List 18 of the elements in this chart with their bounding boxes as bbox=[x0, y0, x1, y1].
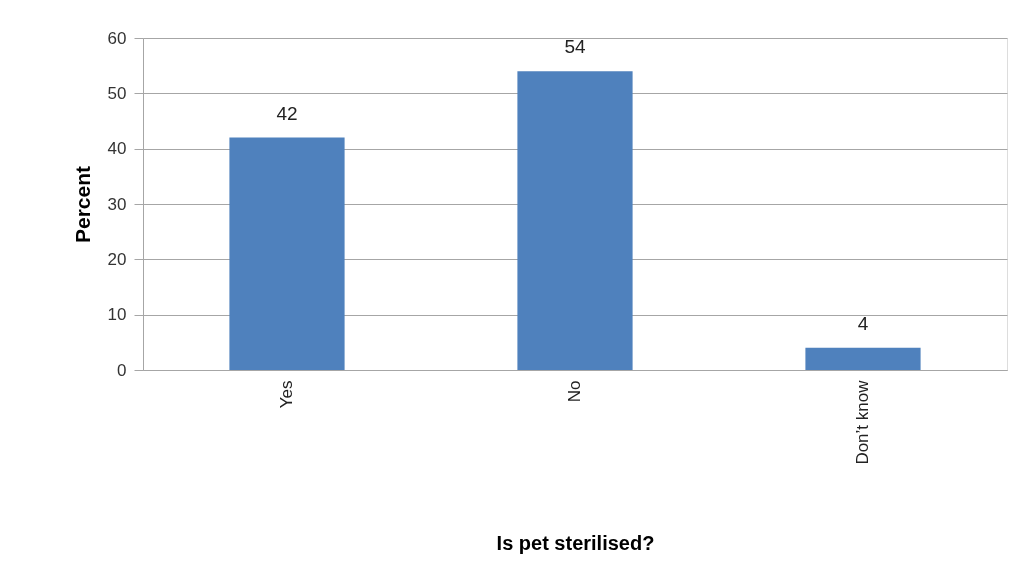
y-tick-label: 40 bbox=[107, 139, 127, 159]
y-tick-label: 10 bbox=[107, 305, 127, 325]
bar bbox=[229, 137, 345, 370]
y-tick-label: 30 bbox=[107, 194, 127, 214]
y-tick-label: 50 bbox=[107, 83, 127, 103]
y-tick-label: 60 bbox=[107, 28, 127, 48]
data-label: 54 bbox=[564, 36, 586, 58]
x-axis-title: Is pet sterilised? bbox=[496, 531, 655, 554]
data-label: 42 bbox=[276, 102, 298, 124]
data-label: 4 bbox=[857, 312, 869, 334]
x-tick-label: Yes bbox=[277, 380, 296, 409]
x-tick-label: No bbox=[565, 380, 584, 403]
x-tick-label: Don’t know bbox=[853, 379, 872, 465]
y-tick-label: 20 bbox=[107, 249, 127, 269]
bar bbox=[517, 71, 633, 370]
bar bbox=[805, 347, 921, 370]
y-tick-label: 0 bbox=[117, 360, 127, 380]
y-axis-title: Percent bbox=[70, 165, 94, 244]
